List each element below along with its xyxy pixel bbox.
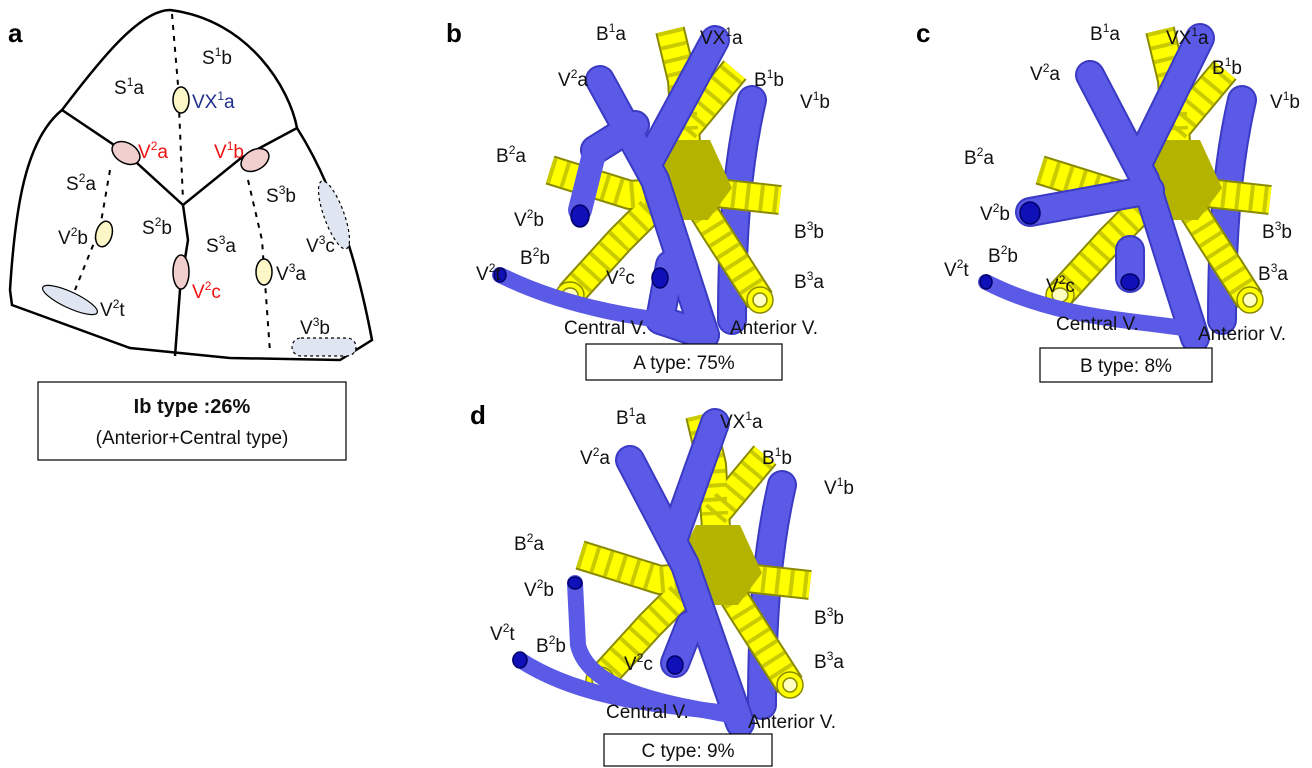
- label-b2a: B2a: [514, 531, 544, 555]
- label-b1a: B1a: [596, 21, 626, 45]
- label-vx1a: VX1a: [1166, 25, 1209, 49]
- label-v2c: V2c: [624, 651, 653, 675]
- label-b1b: B1b: [762, 445, 792, 469]
- label-b2a: B2a: [964, 145, 994, 169]
- diagram-d: [512, 408, 810, 738]
- label-v2t: V2t: [100, 297, 125, 321]
- label-s3a: S3a: [206, 233, 236, 257]
- label-v2a: V2a: [1030, 61, 1060, 85]
- panel-b-letter: b: [446, 18, 462, 48]
- label-b1b: B1b: [1212, 55, 1242, 79]
- label-v2b: V2b: [58, 225, 88, 249]
- caption-a-sub: (Anterior+Central type): [96, 428, 289, 449]
- label-vx1a: VX1a: [192, 89, 235, 113]
- label-v1b: V1b: [824, 475, 854, 499]
- panel-d-letter: d: [470, 400, 486, 430]
- label-v2b: V2b: [524, 577, 554, 601]
- label-v3a: V3a: [276, 261, 306, 285]
- caption-box-d: [603, 733, 773, 767]
- v2c-marker: [172, 254, 190, 290]
- label-s1a: S1a: [114, 75, 144, 99]
- lobe-outline: [8, 8, 374, 362]
- label-b1b: B1b: [754, 67, 784, 91]
- label-central-vein: Central V.: [1056, 314, 1139, 335]
- caption-b: A type: 75%: [633, 353, 735, 374]
- label-b1a: B1a: [1090, 21, 1120, 45]
- v2t-marker: [42, 284, 98, 316]
- v3a-marker: [255, 258, 273, 286]
- panel-d: d B1: [470, 400, 854, 767]
- label-v2t: V2t: [944, 257, 969, 281]
- diagram-b: [494, 30, 780, 335]
- v3c-marker: [317, 180, 351, 250]
- label-v2a: V2a: [558, 67, 588, 91]
- label-b2b: B2b: [536, 633, 566, 657]
- label-b3b: B3b: [794, 219, 824, 243]
- label-s2b: S2b: [142, 215, 172, 239]
- label-anterior-vein: Anterior V.: [748, 712, 836, 733]
- label-b3b: B3b: [1262, 219, 1292, 243]
- label-b3a: B3a: [814, 649, 844, 673]
- label-s1b: S1b: [202, 45, 232, 69]
- label-anterior-vein: Anterior V.: [1198, 324, 1286, 345]
- label-v2b: V2b: [514, 207, 544, 231]
- v1b-marker: [240, 147, 270, 173]
- label-anterior-vein: Anterior V.: [730, 318, 818, 339]
- v2b-marker: [94, 220, 114, 248]
- label-v2c: V2c: [606, 265, 635, 289]
- caption-d: C type: 9%: [642, 741, 735, 762]
- vx1a-marker: [172, 86, 190, 114]
- caption-c: B type: 8%: [1080, 356, 1172, 377]
- caption-box-c: [1039, 347, 1213, 383]
- label-v1b: V1b: [800, 89, 830, 113]
- label-v2c: V2c: [192, 279, 221, 303]
- label-b3a: B3a: [1258, 261, 1288, 285]
- caption-box-a: [37, 381, 347, 461]
- label-vx1a: VX1a: [720, 409, 763, 433]
- panel-b: b B1a VX1a V2a B1b V1b B2a V2b B3b B2b V…: [446, 18, 830, 381]
- label-central-vein: Central V.: [606, 702, 689, 723]
- label-v1b: V1b: [1270, 89, 1300, 113]
- labels-d: B1a VX1a V2a B1b V1b B2a V2b B3b V2t B2b…: [490, 405, 854, 733]
- label-v3c: V3c: [306, 233, 335, 257]
- label-v2a: V2a: [138, 139, 168, 163]
- label-vx1a: VX1a: [700, 25, 743, 49]
- label-b2b: B2b: [988, 243, 1018, 267]
- label-b1a: B1a: [616, 405, 646, 429]
- label-central-vein: Central V.: [564, 318, 647, 339]
- label-s3b: S3b: [266, 183, 296, 207]
- label-b3b: B3b: [814, 605, 844, 629]
- label-v2b: V2b: [980, 201, 1010, 225]
- label-v3b: V3b: [300, 315, 330, 339]
- caption-box-b: [585, 343, 783, 381]
- labels-c: B1a VX1a V2a B1b V1b B2a V2b B3b B2b V2t…: [944, 21, 1300, 345]
- v3b-marker: [291, 337, 357, 357]
- caption-a-title: Ib type :26%: [134, 396, 251, 418]
- label-v2t: V2t: [490, 621, 515, 645]
- panel-c-letter: c: [916, 18, 930, 48]
- label-v2c: V2c: [1046, 273, 1075, 297]
- v2a-marker: [111, 140, 141, 166]
- label-b2b: B2b: [520, 245, 550, 269]
- panel-a: a S1a S1b VX1a V2a V1b S2a S3b V2b S2b S…: [8, 8, 374, 461]
- label-s2a: S2a: [66, 171, 96, 195]
- diagram-c: [978, 23, 1270, 353]
- label-v1b: V1b: [214, 139, 244, 163]
- central-vein: [512, 408, 755, 738]
- panel-a-letter: a: [8, 18, 23, 48]
- panel-c: c: [916, 18, 1300, 383]
- labels-b: B1a VX1a V2a B1b V1b B2a V2b B3b B2b V2t…: [476, 21, 830, 339]
- label-v2a: V2a: [580, 445, 610, 469]
- label-v2t: V2t: [476, 261, 501, 285]
- label-b2a: B2a: [496, 143, 526, 167]
- label-b3a: B3a: [794, 269, 824, 293]
- central-vein: [978, 23, 1215, 353]
